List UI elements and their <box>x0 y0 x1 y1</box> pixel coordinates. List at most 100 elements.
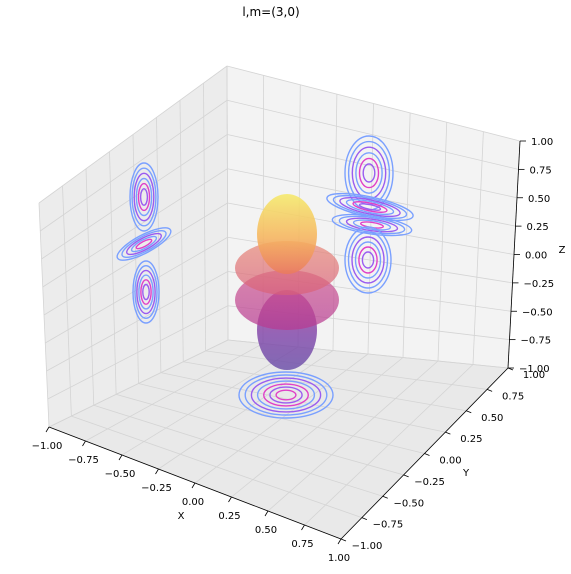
x-tick-mark <box>191 482 196 489</box>
x-tick-label: −1.00 <box>32 441 63 452</box>
z-tick-label: −0.75 <box>521 336 552 347</box>
z-tick-label: −0.50 <box>522 307 553 318</box>
z-axis-ticks: −1.00 −0.75 −0.50 −0.25 0.00 0.25 0.50 0.75 1.00 <box>508 137 554 375</box>
gridline-ywall-x <box>437 122 448 362</box>
contour-ywall-ring-a <box>345 198 395 216</box>
gridline-xwall-z <box>40 99 228 232</box>
contour-xwall-upper-lobe <box>131 167 157 227</box>
contour-xwall-upper-lobe <box>133 172 155 222</box>
contour-projection-y-wall <box>326 135 414 294</box>
z-tick-label: 0.50 <box>528 194 550 205</box>
gridline-ywall-x <box>402 112 411 358</box>
contour-xwall-upper-ring <box>121 230 167 258</box>
contour-xwall-lower-lobe <box>138 274 154 310</box>
contour-xwall-upper-lobe <box>129 162 159 232</box>
y-tick-mark <box>361 517 368 520</box>
contour-xwall-lower-lobe <box>140 279 152 305</box>
contour-ywall-ring-a <box>339 196 401 218</box>
contour-ywall-lower-lobe <box>358 246 378 274</box>
x-tick-mark <box>264 510 269 517</box>
y-tick-label: 0.25 <box>460 434 482 445</box>
y-tick-label: 1.00 <box>523 370 545 381</box>
x-axis-ticks: −1.00 −0.75 −0.50 −0.25 0.00 0.25 0.50 0.75 1.00 <box>32 426 350 564</box>
contour-ywall-lower-lobe <box>354 241 382 279</box>
x-tick-mark <box>155 468 159 475</box>
gridline-xwall-y <box>179 100 184 362</box>
contour-xwall-upper-lobe <box>135 177 153 217</box>
y-tick-label: −1.00 <box>352 541 383 552</box>
contour-floor <box>256 380 316 410</box>
contour-xwall-lower-lobe <box>136 269 156 315</box>
gridline-floor-y <box>205 350 488 390</box>
y-tick-mark <box>382 495 388 499</box>
contour-ywall-ring-b <box>345 217 399 233</box>
gridline-xwall-z <box>43 202 228 316</box>
chart-title: l,m=(3,0) <box>242 5 299 19</box>
contour-floor <box>250 377 322 413</box>
contour-ywall-ring-b <box>352 219 392 231</box>
contour-xwall-lower-lobe <box>142 283 150 301</box>
z-tick-label: −0.25 <box>524 279 555 290</box>
x-tick-mark <box>337 538 342 545</box>
contour-ywall-ring-a <box>358 203 382 211</box>
z-tick-label: 0.75 <box>530 165 552 176</box>
gridline-floor-x <box>231 357 404 498</box>
contour-floor <box>263 383 310 407</box>
contour-ywall-lower-lobe <box>351 236 385 284</box>
y-tick-mark <box>424 453 430 456</box>
x-tick-mark <box>45 426 50 433</box>
contour-xwall-upper-lobe <box>137 182 151 212</box>
contour-floor <box>238 371 334 419</box>
y-tick-mark <box>445 431 451 435</box>
contour-ywall-ring-a <box>352 201 388 213</box>
y-tick-mark <box>340 538 347 542</box>
gridline-ywall-z <box>226 65 521 142</box>
x-tick-label: −0.50 <box>105 469 136 480</box>
contour-ywall-upper-lobe <box>362 163 376 183</box>
y-tick-label: 0.50 <box>481 413 503 424</box>
x-axis-label: X <box>178 511 185 522</box>
z-tick-label: 1.00 <box>531 137 553 148</box>
x-tick-mark <box>228 496 232 503</box>
contour-xwall-upper-lobe <box>139 188 149 206</box>
z-tick-label: 0.25 <box>527 222 549 233</box>
gridline-xwall-z <box>38 65 228 204</box>
contour-ywall-lower-lobe <box>344 226 392 294</box>
x-tick-mark <box>301 524 305 531</box>
contour-ywall-upper-lobe <box>355 152 383 194</box>
gridline-xwall-z <box>42 168 228 288</box>
gridline-xwall-y <box>226 65 229 341</box>
x-tick-label: 0.00 <box>182 497 204 508</box>
contour-xwall-upper-ring <box>130 235 158 253</box>
y-axis-ticks: −1.00 −0.75 −0.50 −0.25 0.00 0.25 0.50 0.75 1.00 <box>340 367 545 552</box>
contour-projection-x-wall <box>116 162 172 324</box>
harmonic-surface <box>235 194 339 370</box>
contour-xwall-lower-lobe <box>134 265 158 320</box>
gridline-floor-x <box>304 364 474 526</box>
contour-floor <box>244 374 328 416</box>
gridline-ywall-z <box>227 99 519 170</box>
x-tick-label: 0.25 <box>218 511 240 522</box>
x-tick-label: −0.25 <box>141 483 172 494</box>
x-tick-label: 1.00 <box>328 553 350 564</box>
contour-xwall-upper-ring <box>135 238 153 250</box>
y-tick-label: −0.50 <box>393 498 424 509</box>
contour-xwall-upper-ring <box>116 227 172 261</box>
x-tick-mark <box>118 454 123 461</box>
contour-xwall-lower-lobe <box>132 260 160 324</box>
contour-xwall-upper-ring <box>126 232 162 256</box>
surface-lobe-top <box>257 194 317 274</box>
gridline-ywall-x <box>472 131 484 365</box>
contour-projection-z-floor <box>238 371 334 419</box>
contour-ywall-lower-lobe <box>347 231 389 289</box>
y-tick-mark <box>486 389 493 392</box>
y-tick-label: −0.25 <box>414 477 445 488</box>
contour-ywall-upper-lobe <box>344 135 394 211</box>
y-tick-mark <box>403 474 409 478</box>
x-tick-label: −0.75 <box>68 455 99 466</box>
contour-floor <box>275 389 297 401</box>
y-tick-label: 0.00 <box>439 456 461 467</box>
gridline-floor-y <box>183 361 467 412</box>
contour-ywall-ring-b <box>331 213 413 237</box>
